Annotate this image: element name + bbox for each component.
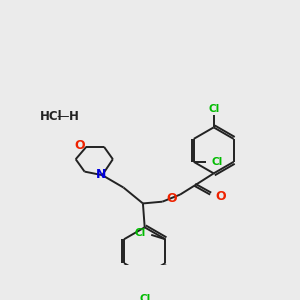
Text: Cl: Cl — [208, 104, 219, 114]
Text: Cl: Cl — [135, 228, 146, 238]
Text: —: — — [56, 110, 69, 123]
Text: HCl: HCl — [39, 110, 62, 123]
Text: N: N — [96, 168, 106, 181]
Text: H: H — [69, 110, 79, 123]
Text: O: O — [75, 139, 86, 152]
Text: O: O — [166, 192, 176, 205]
Text: Cl: Cl — [139, 294, 150, 300]
Text: Cl: Cl — [212, 157, 223, 167]
Text: O: O — [215, 190, 226, 203]
